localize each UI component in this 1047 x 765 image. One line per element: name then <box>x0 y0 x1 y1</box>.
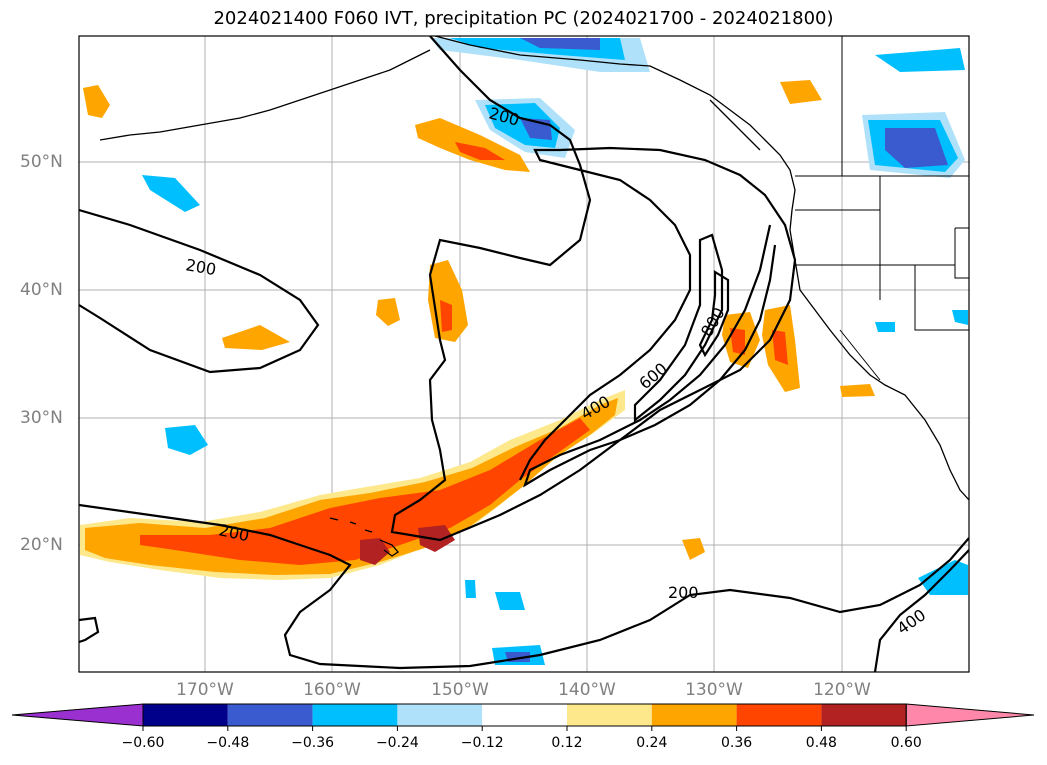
colorbar-tick-label: −0.36 <box>291 735 335 751</box>
precip-neg-south-1 <box>495 592 525 610</box>
precip-neg-small-2 <box>952 310 968 325</box>
colorbar-segment <box>567 704 652 726</box>
precip-neg-canada-dark <box>885 128 948 168</box>
colorbar-extend-high <box>905 703 1035 727</box>
alaska-coast <box>434 36 969 501</box>
ivt-contour-400 <box>523 224 777 488</box>
colorbar-extend-low <box>11 703 144 727</box>
colorbar-tick-label: 0.12 <box>551 735 583 751</box>
us-state-borders <box>795 176 969 381</box>
precip-coast-1-red <box>730 328 745 355</box>
hawaii-islands <box>329 517 399 557</box>
precip-central-blob-red <box>440 300 452 332</box>
colorbar-tick-label: 0.36 <box>721 735 753 751</box>
colorbar-tick-label: 0.48 <box>805 735 837 751</box>
precip-east-small <box>682 538 705 560</box>
ivt-contour-400-se <box>873 549 969 672</box>
contour-label-200-south: 200 <box>668 583 699 602</box>
colorbar-segment <box>143 704 228 726</box>
precip-coast-2-red <box>772 330 788 365</box>
ivt-contour-200-outer <box>79 503 969 670</box>
ivt-contour-200-main <box>390 36 797 542</box>
map-frame <box>78 35 970 673</box>
map-plot: 200 200 200 200 400 400 600 800 <box>78 35 970 673</box>
colorbar-segment <box>312 704 398 726</box>
lon-label-140w: 140°W <box>558 680 616 700</box>
lon-label-120w: 120°W <box>813 680 871 700</box>
ivt-contour-800 <box>698 270 730 358</box>
aleutians <box>99 49 431 141</box>
precip-neg-small-1 <box>875 322 895 332</box>
precip-ar-darkred-1 <box>360 538 390 565</box>
precip-neg-west <box>142 175 200 212</box>
precip-west-blob <box>222 325 290 350</box>
precip-neg-canada-ne <box>875 48 965 72</box>
lat-label-50n: 50°N <box>20 152 63 172</box>
lat-label-30n: 30°N <box>20 408 63 428</box>
ivt-contour-200-north <box>79 208 320 374</box>
precip-north-band-red <box>455 142 505 160</box>
precip-positive-band <box>80 80 875 580</box>
colorbar-segment <box>736 704 822 726</box>
precip-neg-south-3 <box>465 580 476 598</box>
precip-neg-north-dark <box>520 38 600 50</box>
colorbar-tick-label: −0.60 <box>121 735 165 751</box>
precip-coast-small <box>780 80 822 104</box>
colorbar-ticks <box>142 726 907 731</box>
colorbar-segment <box>397 704 483 726</box>
colorbar-segment <box>821 704 907 726</box>
precip-west-small <box>83 85 110 118</box>
precip-ar-red <box>140 418 590 565</box>
precip-ar-orange <box>85 398 618 575</box>
colorbar-tick-label: −0.24 <box>375 735 419 751</box>
colorbar-segment <box>482 704 567 726</box>
precip-mid-small <box>376 298 400 326</box>
ivt-contours <box>79 36 969 672</box>
lon-label-170w: 170°W <box>176 680 234 700</box>
precip-coast-small-2 <box>840 384 875 397</box>
lat-label-40n: 40°N <box>20 280 63 300</box>
precip-neg-sw <box>165 425 208 455</box>
colorbar-segment <box>651 704 737 726</box>
colorbar-tick-label: −0.48 <box>206 735 250 751</box>
map-title: 2024021400 F060 IVT, precipitation PC (2… <box>213 8 834 29</box>
lon-label-160w: 160°W <box>303 680 361 700</box>
coastlines <box>99 36 969 557</box>
precip-negative-patches <box>142 38 968 665</box>
lon-label-130w: 130°W <box>685 680 743 700</box>
lat-label-20n: 20°N <box>20 535 63 555</box>
colorbar-segment <box>227 704 313 726</box>
colorbar-segments <box>11 703 1035 727</box>
political-borders <box>795 36 969 381</box>
colorbar-tick-label: 0.24 <box>636 735 668 751</box>
lon-label-150w: 150°W <box>431 680 489 700</box>
colorbar-tick-label: −0.12 <box>460 735 504 751</box>
colorbar-outline <box>142 703 907 727</box>
colorbar-tick-label: 0.60 <box>890 735 922 751</box>
ivt-contour-west-small <box>79 616 100 644</box>
bc-islands <box>709 99 761 151</box>
